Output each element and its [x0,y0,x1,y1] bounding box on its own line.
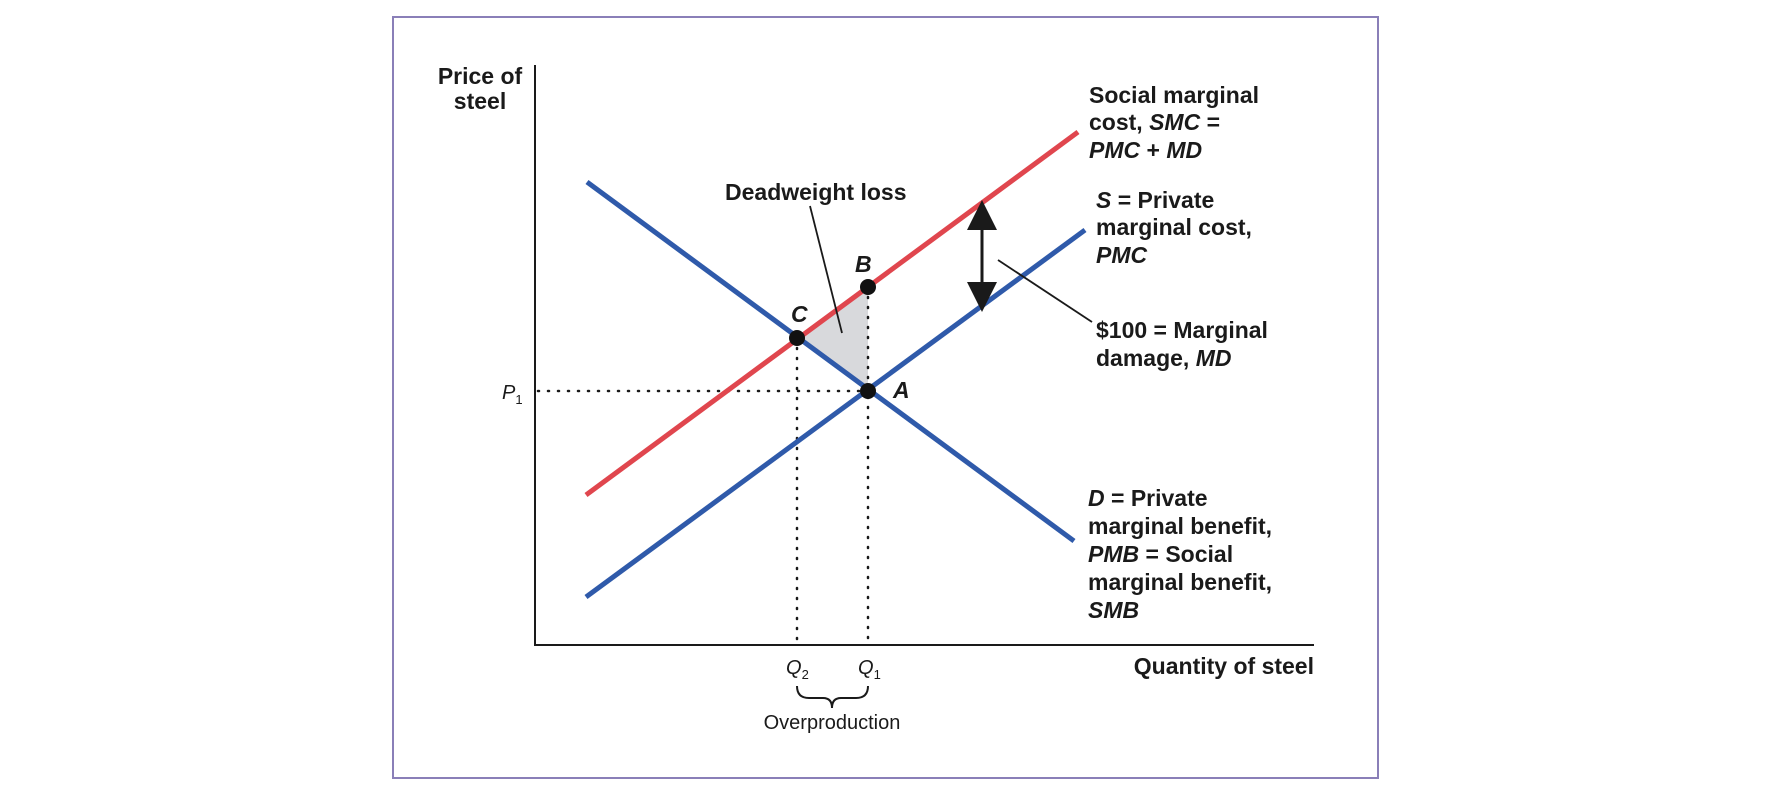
smc-line [584,129,1080,498]
point-c-marker [789,330,805,346]
q2-label: Q2 [786,657,809,682]
q1-label: Q1 [858,657,881,682]
overproduction-label: Overproduction [764,712,901,734]
p1-label: P1 [502,382,523,407]
supply-pmc-line [584,227,1087,600]
point-b-label: B [855,251,872,277]
point-b-marker [860,279,876,295]
md-pointer-line [997,259,1093,323]
overproduction-brace [796,685,869,709]
supply-label-line1: S = Private [1096,187,1214,213]
point-c-label: C [791,301,808,327]
smc-label-line1: Social marginal [1089,82,1259,108]
md-label-line2: damage, MD [1096,345,1232,371]
demand-label-line3: PMB = Social [1088,541,1233,567]
supply-label-line3: PMC [1096,242,1148,268]
demand-label-line1: D = Private [1088,485,1208,511]
demand-label-line2: marginal benefit, [1088,513,1272,539]
demand-label-line5: SMB [1088,597,1139,623]
deadweight-loss-area [797,287,868,391]
point-a-label: A [892,377,910,403]
x-axis-title: Quantity of steel [1134,653,1314,679]
supply-label-line2: marginal cost, [1096,214,1252,240]
point-a-marker [860,383,876,399]
smc-label-line3: PMC + MD [1089,137,1202,163]
md-label-line1: $100 = Marginal [1096,317,1268,343]
y-axis-title-line2: steel [454,88,506,114]
demand-label-line4: marginal benefit, [1088,569,1272,595]
demand-pmb-line [585,179,1076,544]
dwl-pointer-line [809,205,843,334]
smc-label-line2: cost, SMC = [1089,109,1220,135]
y-axis-title-line1: Price of [438,63,523,89]
deadweight-loss-label: Deadweight loss [725,179,906,205]
figure-frame [392,16,1379,779]
